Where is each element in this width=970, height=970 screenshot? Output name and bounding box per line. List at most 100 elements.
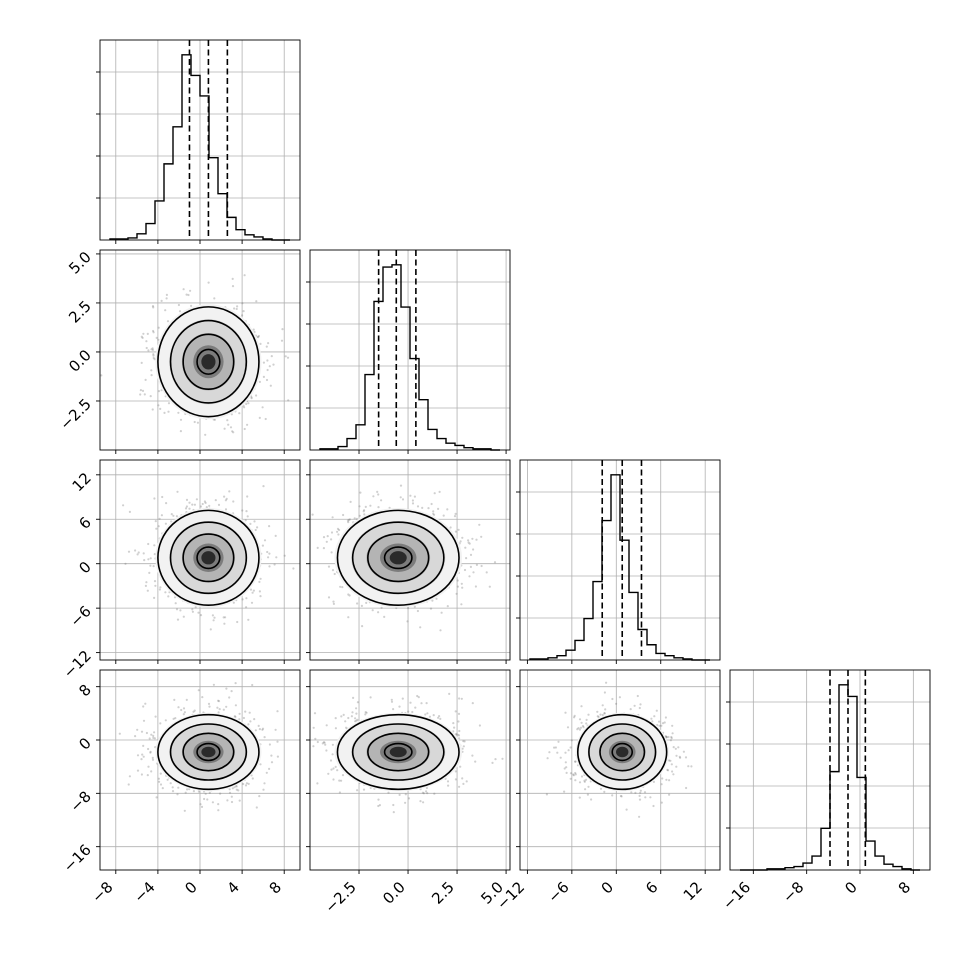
scatter-point [245,597,248,600]
scatter-point [409,701,412,704]
scatter-point [448,692,451,696]
scatter-point [247,723,250,726]
scatter-point [142,705,145,708]
scatter-point [325,724,328,727]
scatter-point [176,490,179,493]
scatter-point [491,761,494,765]
scatter-point [604,708,607,711]
scatter-point [184,791,187,794]
scatter-point [224,616,227,619]
scatter-point [358,505,361,508]
scatter-point [250,601,254,604]
scatter-point [244,519,247,522]
scatter-point [341,774,345,777]
scatter-point [348,518,351,521]
scatter-point [596,715,599,718]
scatter-point [428,715,431,718]
scatter-point [447,784,450,787]
scatter-point [251,591,254,594]
scatter-point [141,336,144,339]
scatter-point [404,801,407,804]
scatter-point [264,417,267,421]
scatter-point [563,790,566,793]
scatter-point [485,571,488,574]
scatter-point [461,586,464,589]
scatter-point [316,546,319,550]
scatter-point [174,602,177,605]
scatter-point [371,609,374,612]
scatter-point [362,510,365,513]
scatter-point [457,734,461,737]
scatter-point [658,724,661,727]
scatter-point [469,565,472,569]
scatter-point [251,777,254,780]
scatter-point [377,611,380,614]
scatter-point [157,777,160,780]
scatter-point [286,356,290,359]
pair-panel-3-1 [309,669,511,871]
scatter-point [229,426,233,429]
scatter-point [205,506,208,509]
scatter-point [276,755,279,758]
scatter-point [261,544,264,547]
scatter-point [559,756,562,759]
scatter-point [580,775,584,778]
scatter-point [142,719,146,722]
contour-3 [383,546,413,570]
scatter-point [245,510,248,513]
scatter-point [426,792,429,795]
scatter-point [236,620,239,624]
scatter-point [348,594,351,597]
scatter-point [200,805,204,809]
scatter-point [574,773,577,776]
scatter-point [327,772,330,775]
scatter-point [235,785,238,788]
scatter-point [471,537,474,540]
scatter-point [222,708,225,711]
scatter-point [228,788,231,791]
scatter-point [143,393,146,396]
scatter-point [159,783,163,786]
scatter-point [159,772,162,775]
scatter-point [186,788,189,791]
scatter-point [134,549,137,552]
scatter-point [223,495,226,498]
scatter-point [478,523,481,526]
scatter-point [152,736,155,740]
scatter-point [223,622,226,625]
scatter-point [234,682,237,685]
scatter-point [268,552,271,555]
scatter-point [378,804,381,807]
scatter-point [262,375,265,378]
scatter-point [336,530,339,533]
scatter-point [325,749,328,752]
scatter-point [419,626,422,629]
density-level-4 [389,551,407,565]
scatter-point [157,404,160,407]
scatter-point [341,586,344,589]
scatter-point [454,530,457,533]
scatter-point [455,732,458,736]
scatter-point [421,506,424,509]
scatter-point [330,768,333,771]
scatter-point [142,552,145,555]
scatter-point [259,595,262,598]
scatter-point [338,528,341,532]
scatter-point [232,500,235,503]
scatter-point [429,607,433,610]
scatter-point [258,728,261,731]
scatter-point [228,791,232,794]
scatter-point [164,522,167,525]
scatter-point [369,696,372,699]
scatter-point [392,811,395,814]
scatter-point [578,796,581,799]
scatter-point [553,746,556,749]
scatter-point [182,288,185,291]
scatter-point [158,517,161,520]
scatter-point [258,416,261,419]
contour-1 [169,723,248,781]
scatter-point [209,628,212,631]
scatter-point [392,803,395,807]
scatter-point [263,736,266,739]
scatter-point [437,507,440,510]
